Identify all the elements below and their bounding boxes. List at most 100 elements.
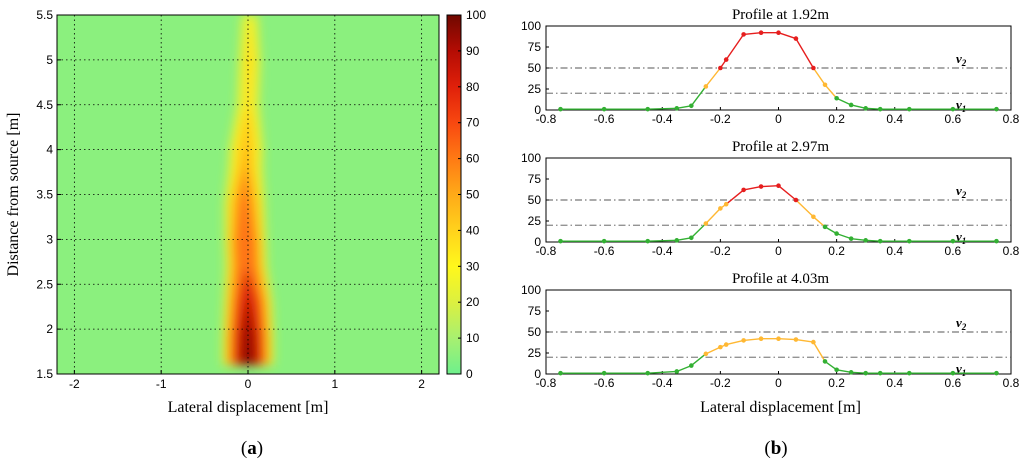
curve-segment bbox=[705, 346, 722, 355]
data-point bbox=[906, 106, 912, 112]
data-point bbox=[723, 201, 729, 207]
curve-segment bbox=[864, 107, 881, 110]
x-tick-label: -0.4 bbox=[652, 376, 673, 390]
x-tick-label: -0.4 bbox=[652, 112, 673, 126]
data-point bbox=[848, 102, 854, 108]
data-point bbox=[793, 197, 799, 203]
data-point bbox=[834, 95, 839, 101]
y-tick-label: 4.5 bbox=[36, 98, 53, 112]
curve-segment bbox=[795, 199, 815, 218]
y-tick-label: 5.5 bbox=[36, 8, 53, 22]
y-tick-label: 2.5 bbox=[36, 277, 53, 291]
y-tick-label: 50 bbox=[528, 193, 542, 207]
x-tick-label: 0 bbox=[775, 376, 782, 390]
curve-segment bbox=[760, 185, 780, 188]
data-point bbox=[723, 57, 729, 62]
x-tick-label: 2 bbox=[418, 377, 425, 391]
curve-segment bbox=[835, 97, 852, 106]
panel-label-a: (a) bbox=[241, 438, 263, 459]
curve-segment bbox=[835, 369, 852, 374]
curve-segment bbox=[647, 107, 678, 110]
colorbar-tick-label: 90 bbox=[466, 44, 480, 58]
data-point bbox=[758, 30, 764, 36]
x-tick-label: -0.2 bbox=[710, 244, 731, 258]
data-point bbox=[558, 106, 563, 112]
data-point bbox=[950, 106, 956, 112]
threshold-label: v2 bbox=[956, 51, 967, 68]
y-tick-label: 0 bbox=[534, 103, 541, 117]
x-tick-label: 1 bbox=[331, 377, 338, 391]
y-tick-label: 2 bbox=[46, 322, 53, 336]
data-point bbox=[793, 36, 799, 41]
colorbar-tick-label: 60 bbox=[466, 152, 480, 166]
data-point bbox=[877, 370, 883, 376]
colorbar-tick-label: 50 bbox=[466, 188, 480, 202]
x-tick-label: -0.2 bbox=[710, 376, 731, 390]
data-point bbox=[848, 370, 854, 375]
data-point bbox=[994, 106, 999, 112]
curve-segment bbox=[725, 33, 745, 61]
curve-segment bbox=[850, 237, 867, 242]
curve-segment bbox=[864, 239, 881, 242]
profile-title: Profile at 4.03m bbox=[732, 271, 829, 287]
y-tick-label: 3.5 bbox=[36, 188, 53, 202]
data-point bbox=[703, 84, 709, 89]
plume bbox=[222, 15, 274, 365]
data-point bbox=[822, 82, 828, 88]
data-point bbox=[601, 238, 607, 244]
y-tick-label: 100 bbox=[521, 151, 541, 165]
data-point bbox=[950, 370, 956, 376]
data-point bbox=[863, 238, 868, 243]
curve-segment bbox=[812, 341, 826, 363]
colorbar-tick-label: 40 bbox=[466, 223, 480, 237]
x-tick-label: 0.8 bbox=[1003, 376, 1020, 390]
curve-segment bbox=[812, 67, 826, 86]
x-tick-label: -1 bbox=[156, 377, 167, 391]
y-tick-label: 100 bbox=[521, 19, 541, 33]
data-point bbox=[906, 370, 912, 376]
y-tick-label: 25 bbox=[528, 214, 542, 228]
data-point bbox=[558, 238, 563, 244]
data-point bbox=[822, 224, 828, 230]
y-tick-label: 50 bbox=[528, 325, 542, 339]
y-axis-label: Distance from source [m] bbox=[5, 113, 22, 277]
data-point bbox=[776, 183, 781, 189]
y-tick-label: 100 bbox=[521, 283, 541, 297]
data-point bbox=[674, 369, 680, 374]
curve-segment bbox=[824, 84, 838, 99]
curve-segment bbox=[676, 237, 693, 242]
y-tick-label: 75 bbox=[528, 304, 542, 318]
data-point bbox=[558, 370, 563, 376]
data-point bbox=[718, 65, 723, 71]
curve-segment bbox=[742, 185, 762, 191]
curve-segment bbox=[742, 338, 762, 342]
curve-segment bbox=[705, 67, 722, 88]
x-axis-label: Lateral displacement [m] bbox=[168, 399, 329, 416]
curve-segment bbox=[725, 339, 745, 346]
data-point bbox=[793, 337, 799, 342]
x-tick-label: -0.8 bbox=[536, 376, 557, 390]
data-point bbox=[758, 184, 764, 189]
data-point bbox=[689, 235, 694, 241]
curve-segment bbox=[725, 189, 745, 205]
x-tick-label: 0.2 bbox=[828, 112, 845, 126]
data-point bbox=[718, 206, 723, 211]
x-tick-label: 0.8 bbox=[1003, 244, 1020, 258]
data-point bbox=[703, 221, 709, 226]
data-point bbox=[877, 106, 883, 112]
data-point bbox=[811, 214, 816, 220]
colorbar-tick-label: 70 bbox=[466, 116, 480, 130]
threshold-label: v2 bbox=[956, 183, 967, 200]
data-point bbox=[863, 370, 868, 376]
colorbar-tick-label: 0 bbox=[466, 367, 473, 381]
data-point bbox=[645, 238, 651, 244]
curve-segment bbox=[850, 104, 867, 110]
profile-plot-2: Profile at 2.97mv2v1-0.8-0.6-0.4-0.200.2… bbox=[521, 139, 1020, 258]
profile-title: Profile at 2.97m bbox=[732, 139, 829, 155]
data-point bbox=[776, 336, 781, 342]
data-point bbox=[834, 367, 839, 373]
x-tick-label: -0.2 bbox=[710, 112, 731, 126]
x-tick-label: 0.2 bbox=[828, 376, 845, 390]
x-tick-label: 0.4 bbox=[886, 376, 903, 390]
